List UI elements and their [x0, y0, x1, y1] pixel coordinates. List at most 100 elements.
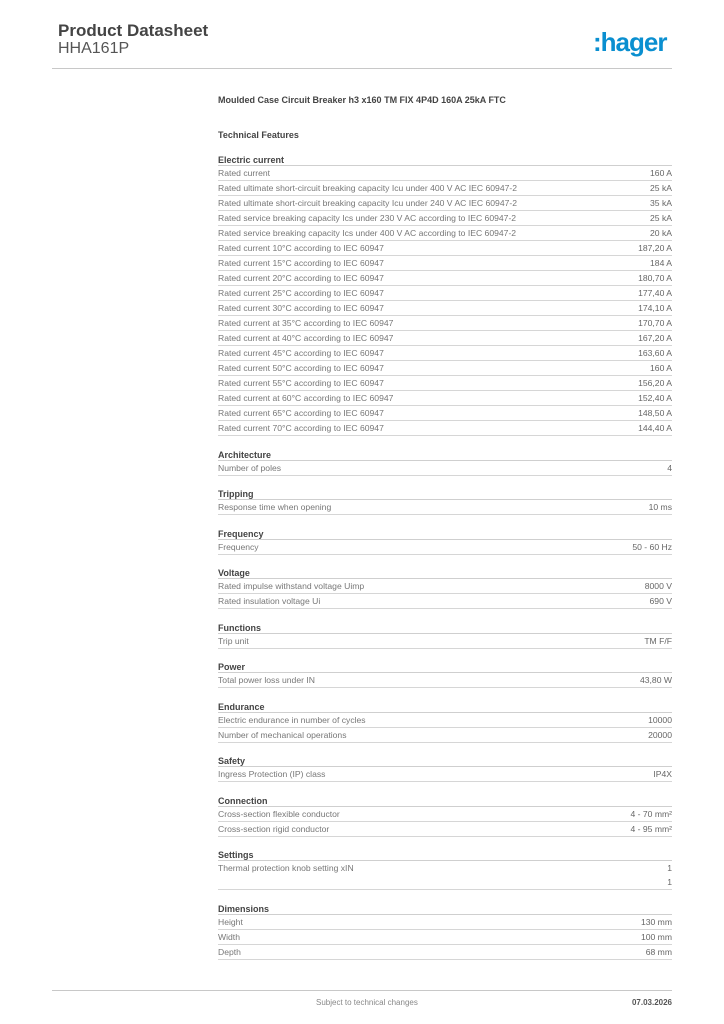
spec-row: Rated ultimate short-circuit breaking ca… [218, 181, 672, 196]
spec-value: 152,40 A [638, 393, 672, 403]
spec-section: Power Total power loss under IN 43,80 W [218, 658, 672, 688]
spec-row: Number of mechanical operations 20000 [218, 728, 672, 743]
spec-row: Cross-section flexible conductor 4 - 70 m… [218, 807, 672, 822]
spec-row: Rated impulse withstand voltage Uimp 8000… [218, 579, 672, 594]
product-code: HHA161P [58, 40, 130, 57]
spec-row: Response time when opening 10 ms [218, 500, 672, 515]
spec-label: Frequency [218, 541, 259, 552]
spec-row: Electric endurance in number of cycles 10… [218, 713, 672, 728]
spec-row: Rated current 30°C according to IEC 6094… [218, 301, 672, 316]
spec-value: 177,40 A [638, 288, 672, 298]
spec-value: 160 A [650, 363, 672, 373]
spec-label: Rated current 10°C according to IEC 6094… [218, 243, 384, 253]
spec-value: 184 A [650, 258, 672, 268]
spec-row: Rated current 65°C according to IEC 6094… [218, 406, 672, 421]
spec-label: Rated current at 35°C according to IEC 6… [218, 318, 394, 328]
spec-row: Total power loss under IN 43,80 W [218, 673, 672, 688]
spec-value: 148,50 A [638, 408, 672, 418]
page-title: Product Datasheet [58, 21, 209, 40]
spec-label: Depth [218, 946, 241, 957]
spec-label: Rated current at 60°C according to IEC 6… [218, 393, 394, 403]
footer-date: 07.03.2026 [631, 998, 672, 1007]
spec-label: Rated current 45°C according to IEC 6094… [218, 348, 384, 358]
product-description: Moulded Case Circuit Breaker h3 x160 TM … [218, 95, 506, 105]
spec-label: Rated ultimate short-circuit breaking ca… [218, 183, 518, 193]
spec-row: Rated current 25°C according to IEC 6094… [218, 286, 672, 301]
section-heading: Endurance [218, 698, 672, 713]
spec-value: TM F/F [644, 635, 672, 646]
spec-row: Rated insulation voltage Ui 690 V [218, 594, 672, 609]
spec-label: Trip unit [218, 635, 249, 646]
spec-label: Response time when opening [218, 502, 332, 512]
section-heading: Settings [218, 846, 672, 861]
spec-value: 4 - 95 mm² [630, 823, 672, 834]
spec-section: Safety Ingress Protection (IP) class IP4X [218, 752, 672, 782]
spec-section: Tripping Response time when opening 10 ms [218, 485, 672, 515]
spec-row: Rated current 160 A [218, 166, 672, 181]
spec-value: 4 [667, 462, 672, 473]
spec-row: Rated current 70°C according to IEC 6094… [218, 421, 672, 436]
section-heading: Architecture [218, 446, 672, 461]
spec-row: Number of poles 4 [218, 461, 672, 476]
spec-label: Rated current 15°C according to IEC 6094… [218, 258, 384, 268]
spec-row: Depth 68 mm [218, 945, 672, 960]
spec-label: Rated service breaking capacity Ics unde… [218, 213, 517, 223]
spec-value: 163,60 A [638, 348, 672, 358]
spec-value: 690 V [649, 596, 672, 606]
spec-row: Rated current 45°C according to IEC 6094… [218, 346, 672, 361]
spec-label: Rated impulse withstand voltage Uimp [218, 581, 365, 591]
spec-label: Rated current 30°C according to IEC 6094… [218, 303, 384, 313]
technical-features-heading: Technical Features [218, 130, 299, 140]
spec-row: Cross-section rigid conductor 4 - 95 mm² [218, 822, 672, 837]
spec-label: Rated current 70°C according to IEC 6094… [218, 423, 384, 433]
spec-section: Settings Thermal protection knob setting … [218, 846, 672, 890]
spec-label: Rated current 50°C according to IEC 6094… [218, 363, 384, 373]
hager-logo: :hager [593, 27, 667, 57]
spec-row: Ingress Protection (IP) class IP4X [218, 767, 672, 782]
spec-value: 174,10 A [638, 303, 672, 313]
spec-row: Rated current at 40°C according to IEC 6… [218, 331, 672, 346]
spec-value: 170,70 A [638, 318, 672, 328]
spec-value: 187,20 A [638, 243, 672, 253]
spec-value: 25 kA [650, 213, 672, 223]
spec-row: Rated current 20°C according to IEC 6094… [218, 271, 672, 286]
spec-label: Rated current 20°C according to IEC 6094… [218, 273, 384, 283]
spec-value: 20000 [648, 729, 672, 740]
section-heading: Frequency [218, 525, 672, 540]
spec-row: Height 130 mm [218, 915, 672, 930]
section-heading: Safety [218, 752, 672, 767]
spec-row: Rated current 10°C according to IEC 6094… [218, 241, 672, 256]
section-heading: Functions [218, 619, 672, 634]
spec-row: Frequency 50 - 60 Hz [218, 540, 672, 555]
section-heading: Voltage [218, 564, 672, 579]
spec-row: Rated current at 60°C according to IEC 6… [218, 391, 672, 406]
spec-value: 180,70 A [638, 273, 672, 283]
spec-section: Connection Cross-section flexible conduct… [218, 792, 672, 837]
spec-label: Rated current at 40°C according to IEC 6… [218, 333, 394, 343]
spec-label: Rated insulation voltage Ui [218, 596, 321, 606]
section-heading: Tripping [218, 485, 672, 500]
spec-row: Rated service breaking capacity Ics unde… [218, 226, 672, 241]
spec-value: 4 - 70 mm² [630, 808, 672, 819]
spec-section: Functions Trip unit TM F/F [218, 619, 672, 649]
spec-section: Voltage Rated impulse withstand voltage U… [218, 564, 672, 609]
spec-value: 10 ms [648, 502, 672, 512]
footer-note: Subject to technical changes [316, 998, 418, 1007]
spec-row: Rated service breaking capacity Ics unde… [218, 211, 672, 226]
spec-value: IP4X [653, 769, 672, 779]
spec-section: Dimensions Height 130 mm Width 100 mm Depth 68… [218, 900, 672, 960]
section-heading: Dimensions [218, 900, 672, 915]
spec-row: Thermal protection knob setting xIN 1 1 [218, 861, 672, 890]
spec-row: Rated current at 35°C according to IEC 6… [218, 316, 672, 331]
spec-row: Rated ultimate short-circuit breaking ca… [218, 196, 672, 211]
spec-label: Cross-section flexible conductor [218, 808, 340, 819]
spec-table: Electric current Rated current 160 A Rated … [218, 151, 672, 960]
spec-label: Electric endurance in number of cycles [218, 714, 366, 725]
spec-label: Rated service breaking capacity Ics unde… [218, 228, 517, 238]
spec-label: Number of poles [218, 462, 282, 473]
spec-value: 68 mm [645, 946, 672, 957]
spec-label: Total power loss under IN [218, 675, 315, 685]
section-heading: Electric current [218, 151, 672, 166]
spec-value: 20 kA [650, 228, 672, 238]
spec-label: Rated current 65°C according to IEC 6094… [218, 408, 384, 418]
